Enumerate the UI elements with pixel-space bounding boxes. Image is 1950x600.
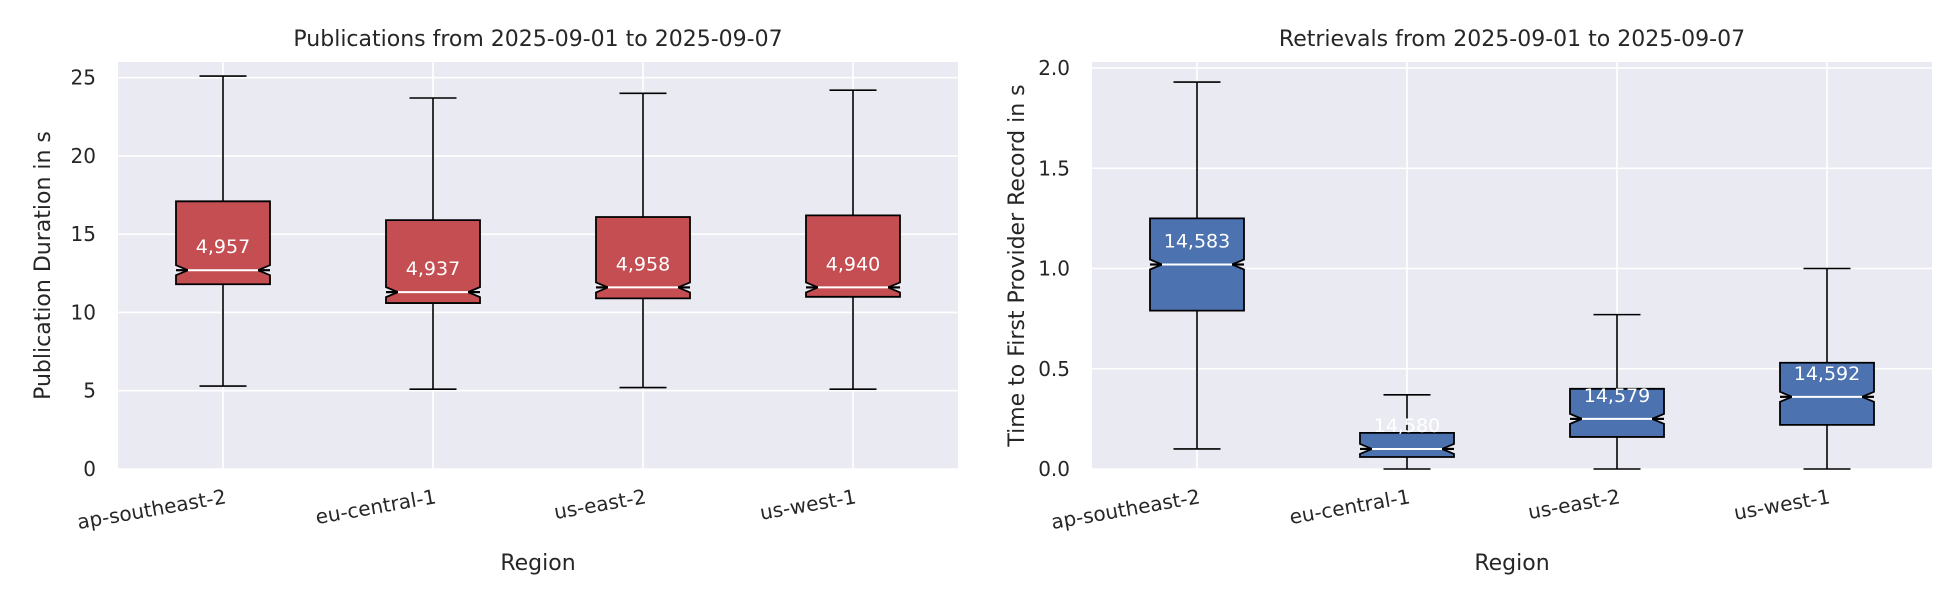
publications-chart: 0 5 10 15 20 25 ap-southeast-2 eu-central-1 us-e… <box>31 27 958 576</box>
x-tick-label: ap-southeast-2 <box>75 484 228 534</box>
retrievals-chart: 0.0 0.5 1.0 1.5 2.0 ap-southeast-2 eu-central-… <box>1005 27 1932 576</box>
x-axis-label: Region <box>500 551 575 576</box>
x-tick-label: us-east-2 <box>552 484 648 524</box>
box <box>1779 361 1875 426</box>
box <box>805 214 901 298</box>
x-tick-label: us-west-1 <box>1732 484 1832 525</box>
count-label: 14,592 <box>1794 363 1860 385</box>
box <box>595 216 691 300</box>
x-axis-label: Region <box>1474 551 1549 576</box>
y-tick-label: 0.0 <box>1038 457 1070 481</box>
box <box>385 219 481 304</box>
count-label: 14,583 <box>1164 230 1230 252</box>
x-tick-label: us-east-2 <box>1526 484 1622 524</box>
chart-title: Publications from 2025-09-01 to 2025-09-… <box>293 27 782 52</box>
y-tick-label: 1.5 <box>1038 156 1070 180</box>
count-label: 4,940 <box>826 253 880 275</box>
y-tick-label: 15 <box>71 222 96 246</box>
y-axis-label: Time to First Provider Record in s <box>1005 84 1030 447</box>
x-tick-label: ap-southeast-2 <box>1049 484 1202 534</box>
y-tick-label: 5 <box>83 379 96 403</box>
y-tick-label: 0 <box>83 457 96 481</box>
count-label: 14,579 <box>1584 385 1650 407</box>
y-tick-label: 0.5 <box>1038 357 1070 381</box>
y-tick-label: 25 <box>71 66 96 90</box>
box <box>1569 387 1665 438</box>
count-label: 4,958 <box>616 253 670 275</box>
box <box>175 200 271 286</box>
x-tick-label: us-west-1 <box>758 484 858 525</box>
y-tick-label: 10 <box>71 300 96 324</box>
x-tick-label: eu-central-1 <box>1288 484 1412 529</box>
y-axis-label: Publication Duration in s <box>31 131 56 400</box>
chart-title: Retrievals from 2025-09-01 to 2025-09-07 <box>1279 27 1745 52</box>
count-label: 4,937 <box>406 258 460 280</box>
x-tick-label: eu-central-1 <box>314 484 438 529</box>
y-tick-label: 1.0 <box>1038 257 1070 281</box>
count-label: 14,580 <box>1374 415 1440 437</box>
box <box>1359 432 1455 458</box>
y-tick-label: 20 <box>71 144 96 168</box>
count-label: 4,957 <box>196 236 250 258</box>
y-tick-label: 2.0 <box>1038 56 1070 80</box>
